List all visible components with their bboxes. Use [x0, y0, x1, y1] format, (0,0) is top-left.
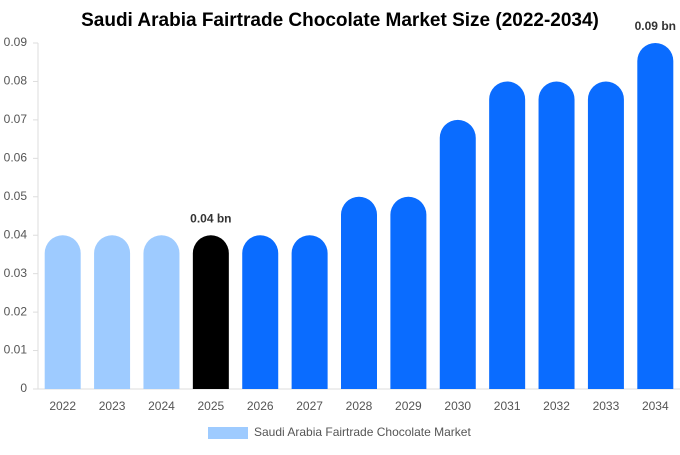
y-tick-label: 0.09: [4, 35, 28, 49]
bar: [94, 235, 131, 389]
bar: [439, 119, 476, 389]
data-label: 0.04 bn: [190, 211, 231, 225]
y-tick-label: 0.08: [4, 74, 28, 88]
x-tick-label: 2022: [49, 399, 76, 413]
y-tick-label: 0.03: [4, 266, 28, 280]
chart-title: Saudi Arabia Fairtrade Chocolate Market …: [81, 10, 599, 31]
y-tick-label: 0.06: [4, 151, 28, 165]
x-tick-label: 2029: [395, 399, 422, 413]
x-tick-label: 2023: [99, 399, 126, 413]
x-tick-label: 2024: [148, 399, 175, 413]
bar: [291, 235, 328, 389]
x-tick-label: 2031: [494, 399, 521, 413]
x-tick-label: 2030: [444, 399, 471, 413]
bar: [143, 235, 180, 389]
bar: [489, 81, 526, 389]
x-tick-label: 2032: [543, 399, 570, 413]
y-tick-label: 0.05: [4, 189, 28, 203]
legend-swatch: [208, 427, 248, 439]
y-tick-label: 0.07: [4, 112, 28, 126]
data-label: 0.09 bn: [635, 19, 676, 33]
y-tick-label: 0.02: [4, 304, 28, 318]
bar: [44, 235, 81, 389]
y-tick-label: 0.04: [4, 227, 28, 241]
bar: [637, 43, 674, 389]
y-tick-label: 0.01: [4, 343, 28, 357]
bar: [242, 235, 279, 389]
x-tick-label: 2026: [247, 399, 274, 413]
bar: [341, 196, 377, 389]
x-tick-label: 2025: [197, 399, 224, 413]
x-tick-label: 2028: [346, 399, 373, 413]
x-tick-label: 2033: [593, 399, 620, 413]
bar: [390, 196, 427, 389]
x-tick-label: 2034: [642, 399, 669, 413]
bar: [538, 81, 575, 389]
x-tick-label: 2027: [296, 399, 323, 413]
legend-label: Saudi Arabia Fairtrade Chocolate Market: [254, 425, 471, 439]
bar: [587, 81, 624, 389]
bar: [192, 235, 229, 389]
y-tick-label: 0: [20, 381, 27, 395]
